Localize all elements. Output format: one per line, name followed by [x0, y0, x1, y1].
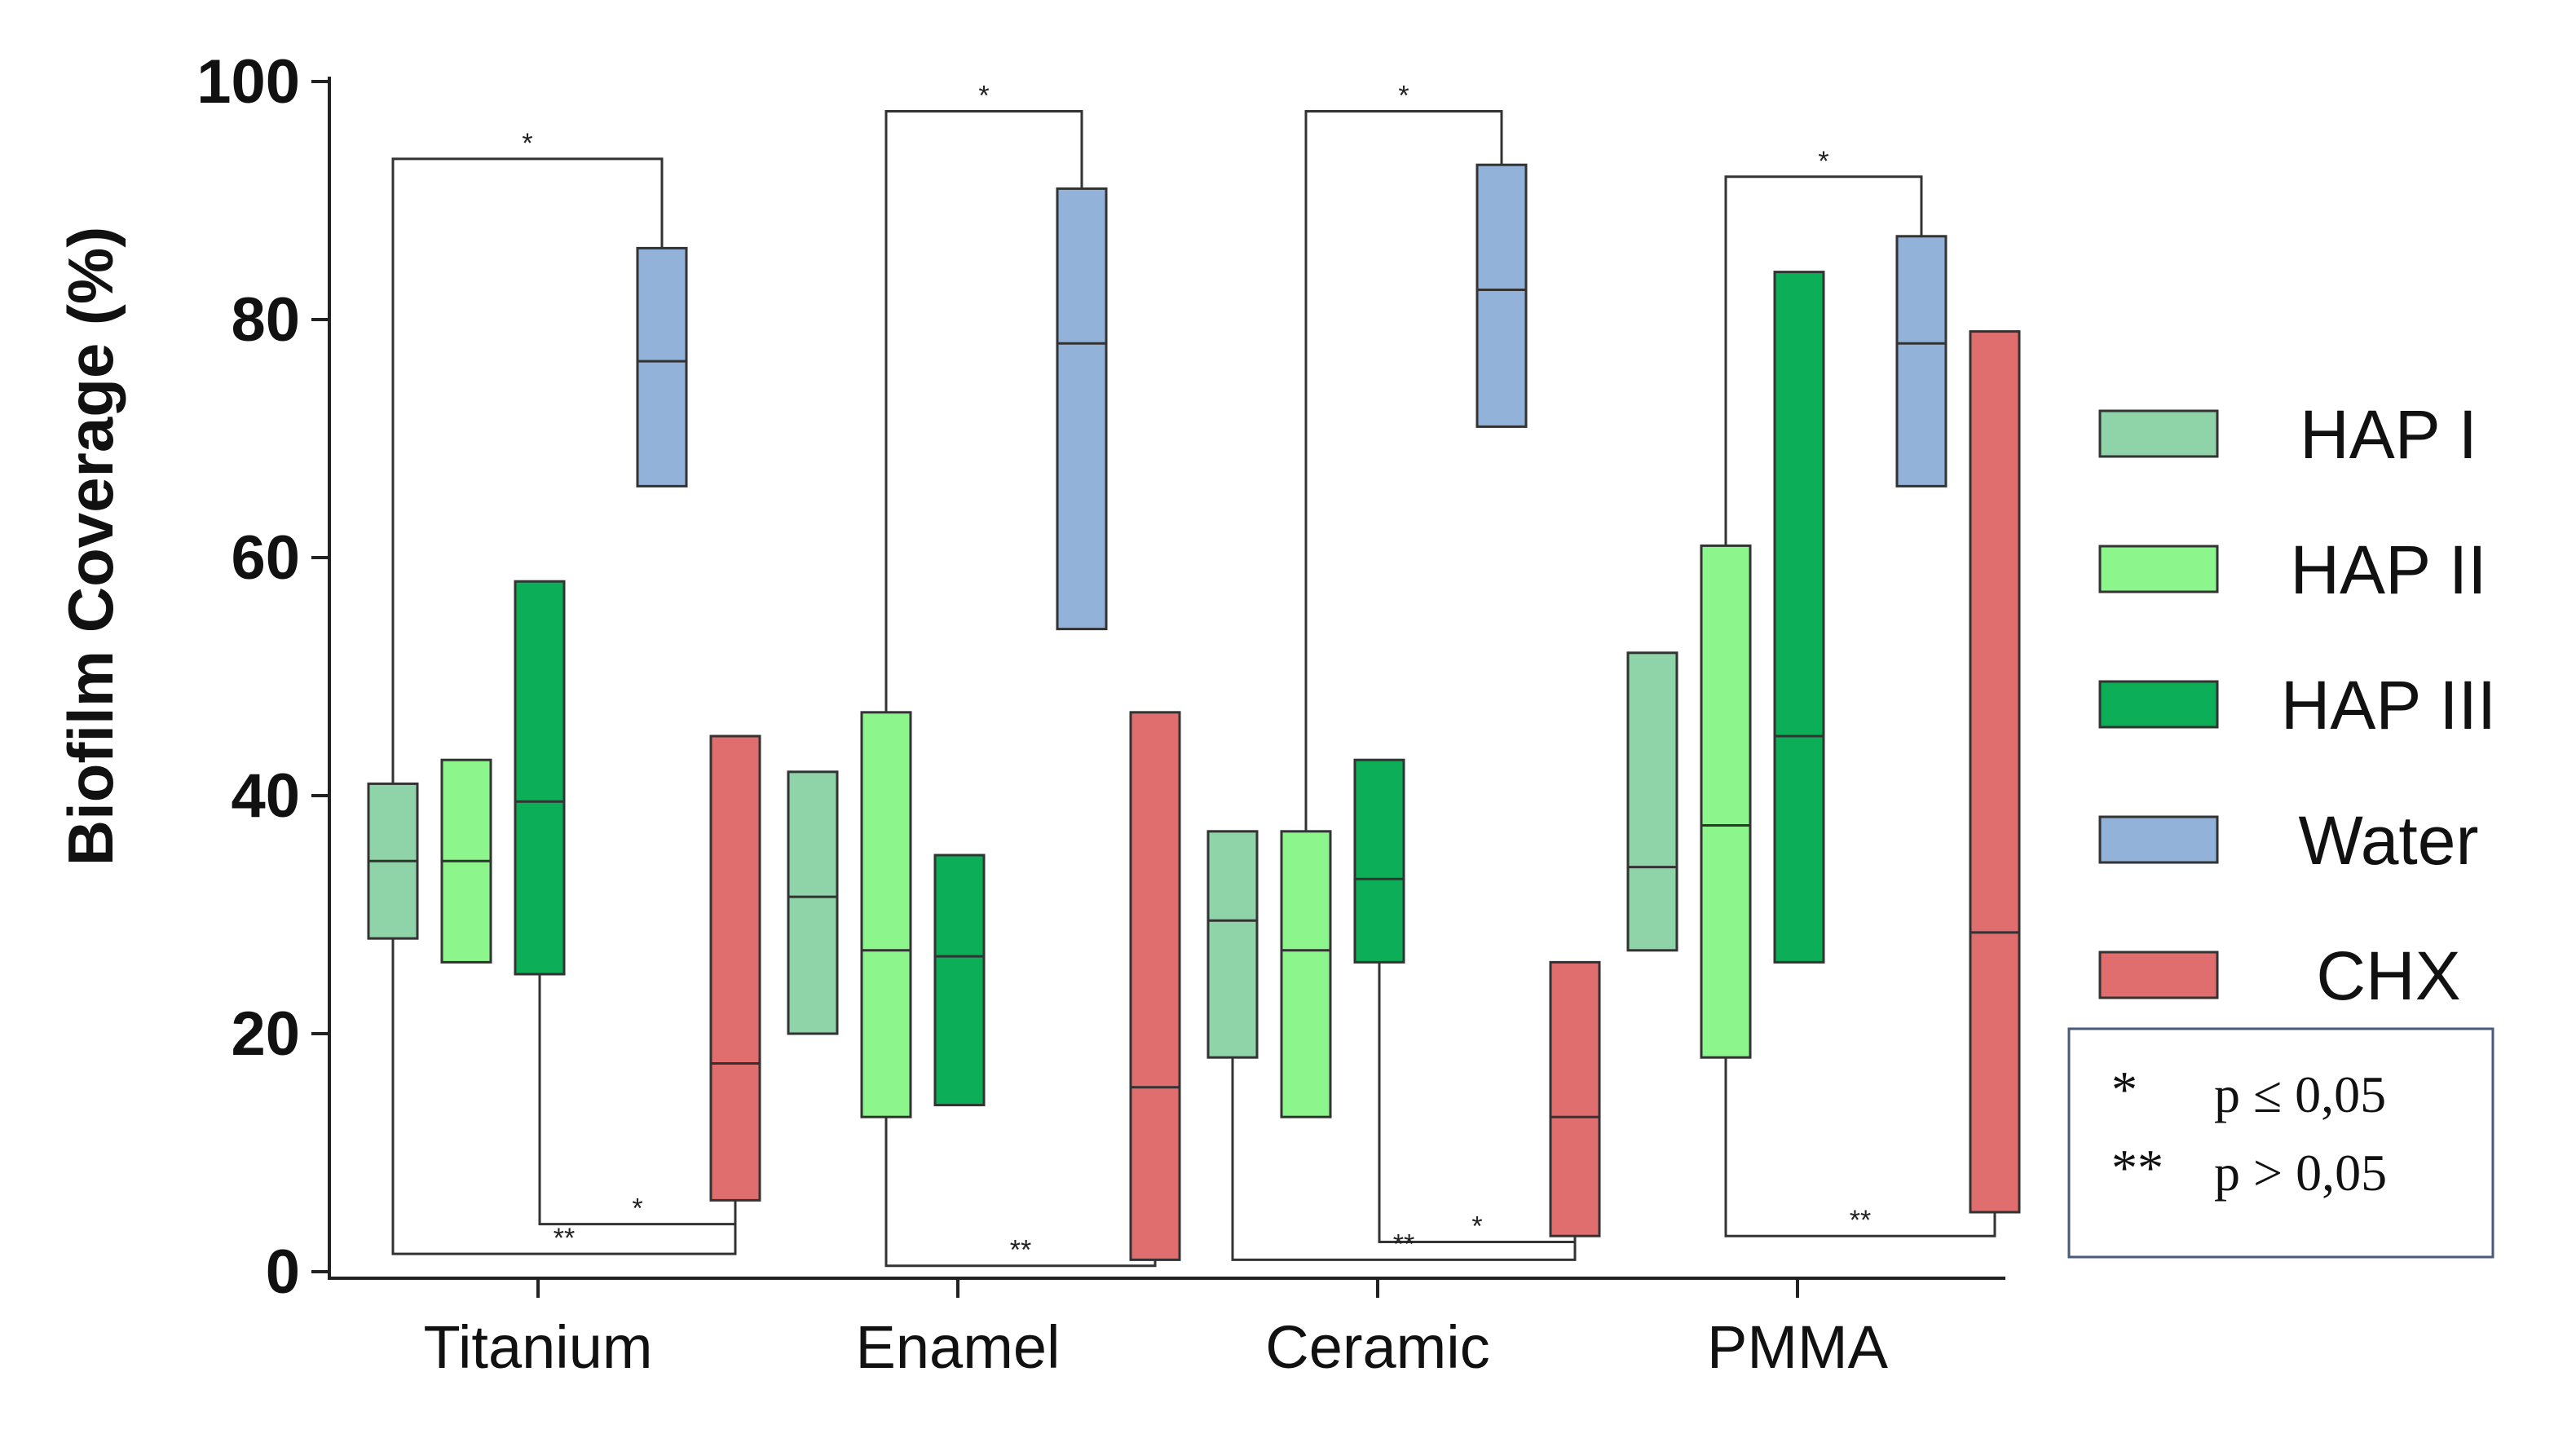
significance-bracket [1724, 1057, 1996, 1237]
y-tick-label: 100 [196, 47, 300, 117]
x-tick-label: Enamel [856, 1313, 1061, 1381]
box-hap-iii-ceramic [1353, 758, 1405, 964]
x-tick-label: PMMA [1707, 1313, 1889, 1381]
box-hap-ii-ceramic [1280, 830, 1332, 1118]
box-water-enamel [1056, 187, 1108, 631]
significance-text: p ≤ 0,05 [2214, 1065, 2386, 1123]
legend-label: HAP I [2300, 396, 2477, 473]
legend-swatch-water [2098, 815, 2219, 864]
legend-swatch-hap-iii [2098, 680, 2219, 729]
significance-symbol: ** [2111, 1139, 2164, 1197]
box-hap-iii-enamel [933, 854, 986, 1107]
box-hap-ii-pmma [1700, 544, 1752, 1059]
box-hap-iii-titanium [514, 580, 566, 976]
legend-swatch-chx [2098, 951, 2219, 999]
significance-label: * [1398, 81, 1409, 112]
significance-bracket [391, 157, 664, 784]
box-chx-ceramic [1549, 960, 1601, 1237]
significance-bracket [1378, 962, 1577, 1243]
box-hap-i-pmma [1626, 651, 1678, 952]
significance-label: * [522, 128, 532, 159]
significance-symbol: * [2111, 1061, 2137, 1118]
significance-bracket [1304, 110, 1503, 831]
plot-layer: ************** [367, 81, 2021, 1268]
legend: HAP I HAP II HAP III Water CHX * p ≤ 0,05 ** p >… [2067, 396, 2497, 1259]
x-tick-label: Titanium [423, 1313, 652, 1381]
significance-label: ** [554, 1223, 575, 1254]
box-hap-iii-pmma [1773, 271, 1825, 964]
legend-label: Water [2299, 802, 2479, 879]
y-axis-label: Biofilm Coverage (%) [55, 227, 126, 866]
significance-bracket [884, 110, 1083, 712]
box-chx-pmma [1969, 330, 2021, 1214]
box-water-ceramic [1475, 163, 1528, 428]
legend-label: HAP II [2290, 532, 2486, 608]
significance-label: * [978, 81, 989, 112]
y-tick-label: 40 [231, 761, 300, 831]
significance-label: * [632, 1193, 642, 1224]
y-tick-label: 60 [231, 523, 300, 593]
y-tick-label: 0 [266, 1237, 300, 1307]
y-tick-label: 80 [231, 285, 300, 355]
significance-label: * [1818, 146, 1828, 177]
box-hap-ii-enamel [860, 711, 912, 1118]
significance-bracket [1231, 1057, 1577, 1261]
significance-label: ** [1010, 1235, 1031, 1266]
box-chx-titanium [709, 734, 761, 1202]
box-hap-i-enamel [787, 770, 839, 1035]
legend-label: CHX [2316, 937, 2460, 1014]
axes-layer: 0 20 40 60 80 100 Titanium Enamel Ceramic PMMA [196, 47, 2005, 1381]
significance-text: p > 0,05 [2214, 1144, 2387, 1202]
legend-swatch-hap-i [2098, 409, 2219, 458]
box-chx-enamel [1129, 711, 1181, 1261]
significance-bracket [538, 974, 737, 1226]
x-tick-label: Ceramic [1265, 1313, 1489, 1381]
legend-swatch-hap-ii [2098, 545, 2219, 593]
legend-label: HAP III [2281, 667, 2497, 743]
significance-label: * [1471, 1211, 1482, 1242]
significance-bracket [1724, 175, 1923, 546]
box-water-titanium [636, 246, 688, 487]
significance-bracket [884, 1117, 1157, 1268]
box-hap-i-ceramic [1206, 830, 1259, 1059]
significance-label: ** [1850, 1205, 1871, 1236]
box-water-pmma [1895, 235, 1947, 487]
significance-legend-box [2067, 1027, 2494, 1259]
y-tick-label: 20 [231, 999, 300, 1069]
significance-label: ** [1393, 1228, 1414, 1259]
significance-bracket [391, 938, 737, 1255]
